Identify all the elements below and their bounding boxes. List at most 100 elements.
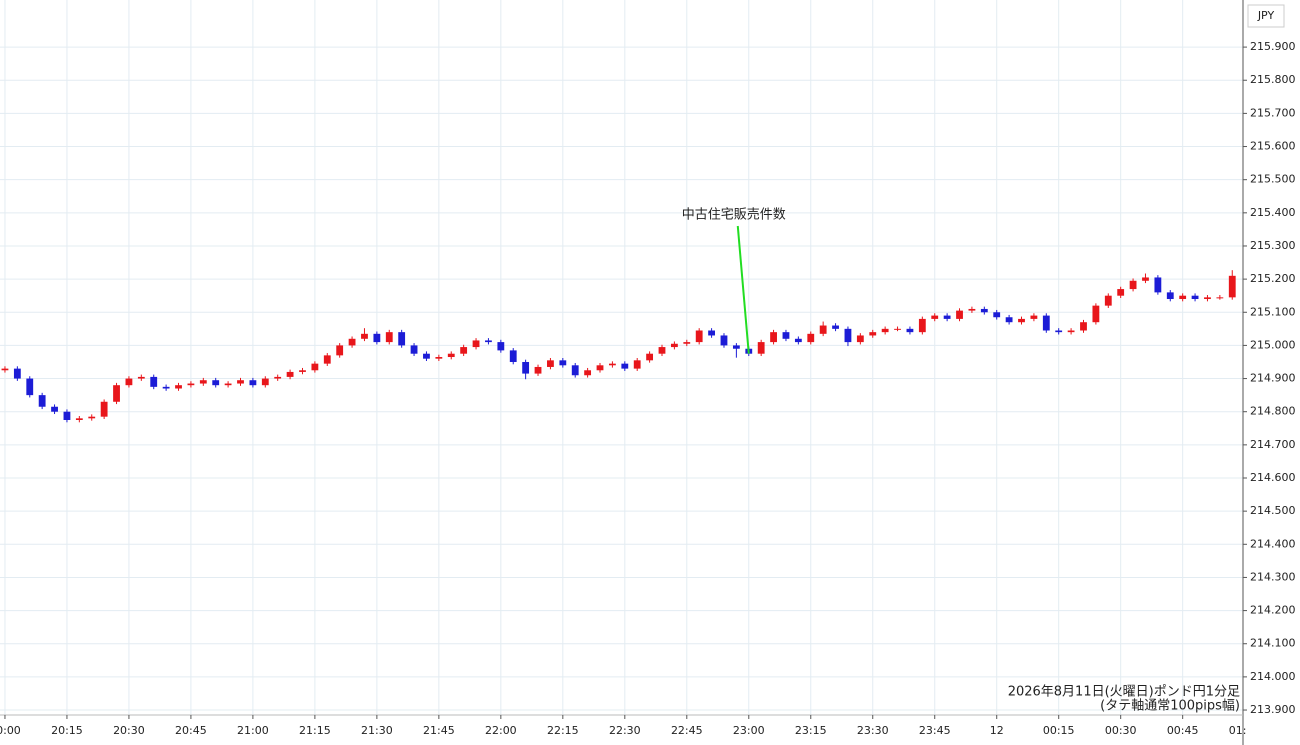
x-tick-label: 22:30: [609, 724, 641, 737]
candle-body: [807, 333, 815, 343]
candle-body: [472, 340, 480, 348]
candle-body: [894, 328, 901, 330]
candle-body: [100, 401, 108, 417]
candle-body: [571, 365, 579, 376]
candle-body: [410, 345, 418, 354]
grid: [0, 0, 1243, 715]
caption: (タテ軸通常100pips幅): [1100, 699, 1240, 714]
y-tick-label: 214.900: [1250, 372, 1296, 385]
y-tick-label: 214.800: [1250, 405, 1296, 418]
candle-body: [1018, 318, 1025, 323]
candle-body: [1042, 315, 1050, 331]
candle-body: [38, 395, 46, 407]
candle-body: [274, 376, 282, 379]
candle-body: [237, 380, 244, 384]
candle-body: [1104, 295, 1112, 306]
candle-body: [1204, 297, 1211, 300]
y-tick-label: 215.400: [1250, 206, 1296, 219]
candle-body: [980, 308, 988, 313]
candle-body: [720, 335, 728, 346]
candle-body: [956, 310, 963, 319]
candle-body: [1030, 315, 1038, 319]
candle-body: [311, 363, 319, 371]
candle-body: [1191, 295, 1199, 300]
candle-body: [299, 370, 306, 372]
candle-body: [794, 338, 802, 343]
candle-body: [175, 385, 182, 389]
candle-body: [844, 328, 852, 343]
candle-body: [447, 353, 455, 358]
candle-body: [683, 342, 691, 344]
x-tick-label: 20:00: [0, 724, 21, 737]
candle-body: [13, 368, 21, 379]
candle-body: [509, 350, 517, 362]
candle-body: [757, 342, 765, 354]
x-tick-label: 23:30: [857, 724, 889, 737]
candle-body: [646, 353, 654, 361]
y-tick-label: 214.500: [1250, 504, 1296, 517]
candle-body: [1005, 317, 1013, 323]
y-tick-label: 215.800: [1250, 73, 1296, 86]
x-tick-label: 21:30: [361, 724, 393, 737]
candle-body: [323, 355, 331, 364]
candle-body: [695, 330, 703, 343]
x-tick-label: 20:30: [113, 724, 145, 737]
y-tick-label: 213.900: [1250, 703, 1296, 716]
candle-body: [1179, 295, 1187, 300]
candle-body: [906, 328, 914, 333]
candle-body: [485, 340, 492, 343]
candle-body: [125, 378, 133, 386]
candle-body: [249, 380, 257, 386]
y-tick-label: 214.300: [1250, 570, 1296, 583]
candle-body: [1, 368, 9, 371]
y-tick-label: 214.100: [1250, 637, 1296, 650]
candle-body: [1067, 330, 1075, 333]
candle-body: [460, 347, 468, 354]
unit-label: JPY: [1257, 9, 1275, 22]
y-tick-label: 215.700: [1250, 106, 1296, 119]
candle-body: [361, 333, 368, 339]
x-tick-label: 21:15: [299, 724, 331, 737]
caption: 2026年8月11日(火曜日)ポンド円1分足: [1008, 685, 1240, 700]
candle-body: [534, 366, 542, 374]
x-tick-label: 23:15: [795, 724, 827, 737]
candle-body: [1228, 275, 1236, 298]
candle-body: [212, 380, 220, 386]
candle-body: [1166, 292, 1174, 300]
candle-body: [658, 347, 666, 354]
candle-body: [881, 328, 889, 333]
candle-body: [918, 318, 926, 333]
plot-area: [1, 270, 1236, 423]
candle-body: [633, 360, 641, 369]
y-tick-label: 215.900: [1250, 40, 1296, 53]
candle-body: [373, 333, 381, 343]
candle-body: [819, 325, 827, 334]
candle-body: [423, 353, 430, 359]
candle-body: [286, 371, 294, 377]
candle-body: [782, 332, 790, 339]
candle-body: [856, 335, 864, 343]
candle-body: [559, 360, 567, 366]
candle-body: [1092, 305, 1100, 323]
candle-body: [261, 378, 269, 386]
y-tick-label: 215.000: [1250, 338, 1296, 351]
candle-body: [1080, 322, 1087, 331]
candle-body: [993, 312, 1001, 318]
x-tick-label: 22:15: [547, 724, 579, 737]
candle-body: [435, 357, 443, 359]
candle-body: [385, 332, 393, 343]
candle-body: [336, 345, 344, 356]
annotation-line: [736, 225, 750, 354]
candle-body: [150, 376, 158, 387]
candle-body: [1216, 297, 1224, 299]
candle-body: [88, 416, 96, 419]
candle-body: [608, 363, 616, 366]
candle-body: [113, 385, 120, 402]
candle-body: [968, 308, 976, 311]
y-tick-label: 214.200: [1250, 604, 1296, 617]
candle-body: [187, 383, 195, 386]
candle-body: [75, 418, 83, 420]
candle-body: [1129, 280, 1137, 290]
candle-body: [1154, 277, 1162, 293]
candle-body: [224, 383, 232, 386]
